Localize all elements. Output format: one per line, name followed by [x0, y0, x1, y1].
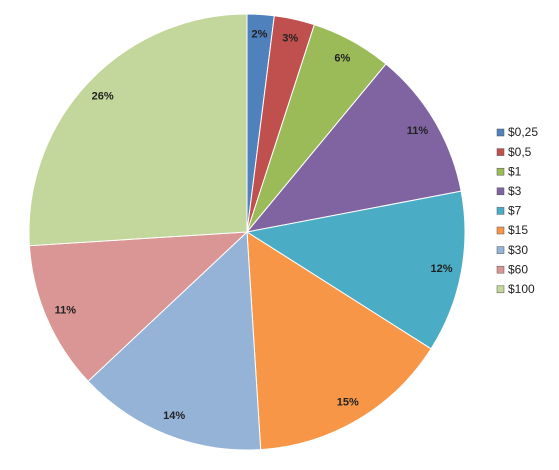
legend-swatch	[496, 285, 505, 294]
legend-label: $7	[508, 204, 522, 218]
legend-swatch	[496, 187, 505, 196]
legend-swatch	[496, 167, 505, 176]
data-label: 26%	[92, 90, 114, 102]
legend-swatch	[496, 246, 505, 254]
pie-slice	[246, 231, 432, 451]
data-label: 15%	[337, 396, 359, 408]
legend-swatch	[496, 265, 505, 274]
pie-slice	[245, 63, 462, 233]
legend-label: $3	[508, 184, 522, 198]
legend-swatch	[496, 148, 505, 156]
data-label: 6%	[334, 52, 350, 64]
legend-label: $30	[508, 243, 528, 257]
data-label: 14%	[163, 410, 185, 422]
legend-label: $0,25	[508, 125, 538, 139]
pie-slice	[28, 231, 249, 382]
legend-label: $0,5	[508, 145, 532, 159]
data-label: 3%	[282, 33, 298, 45]
pie-slice	[87, 230, 262, 451]
data-label: 2%	[251, 28, 267, 40]
legend-label: $15	[508, 223, 528, 237]
legend-label: $1	[508, 164, 522, 178]
legend-label: $60	[508, 262, 528, 276]
data-label: 11%	[55, 305, 77, 317]
legend-swatch	[496, 226, 505, 235]
data-label: 11%	[407, 125, 429, 137]
data-label: 12%	[430, 263, 452, 275]
pie-slice	[28, 13, 248, 247]
legend-swatch	[496, 128, 505, 137]
pie-slice	[245, 190, 466, 350]
legend-swatch	[496, 207, 505, 215]
legend-label: $100	[508, 282, 535, 296]
